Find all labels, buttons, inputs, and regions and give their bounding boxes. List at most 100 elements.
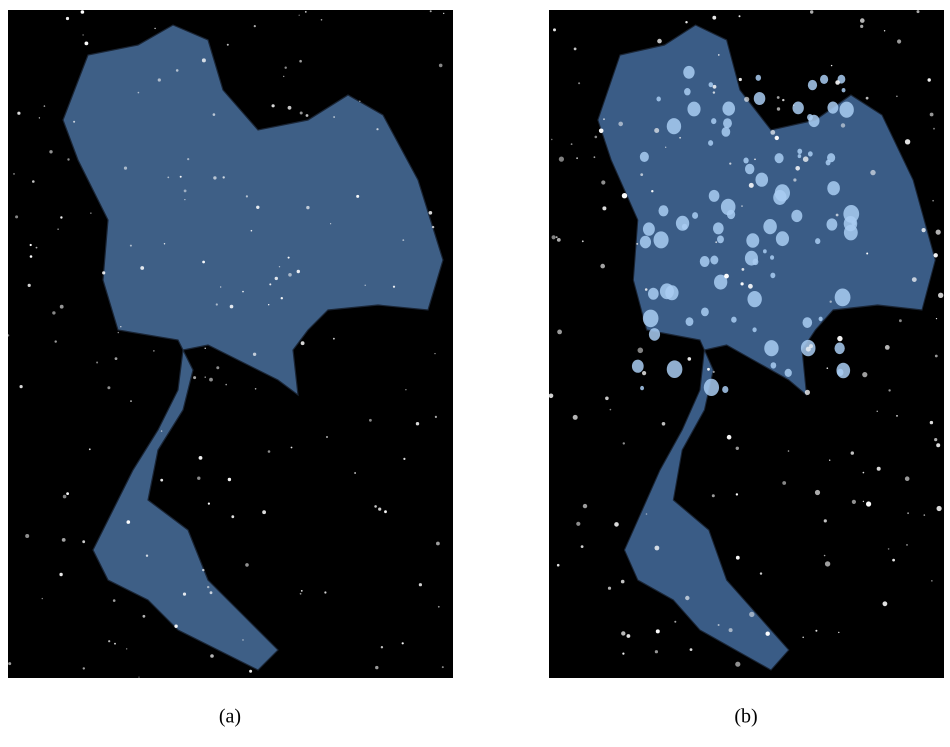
light-dot [333, 338, 335, 340]
light-dot [202, 58, 206, 62]
light-dot [81, 10, 85, 14]
light-dot [739, 78, 742, 81]
light-dot [932, 200, 934, 202]
light-dot [603, 118, 605, 120]
light-dot [114, 643, 116, 645]
light-dot [655, 650, 658, 653]
light-area [640, 152, 649, 162]
light-area [649, 328, 660, 341]
light-area [710, 256, 718, 265]
light-dot [905, 139, 910, 144]
light-dot [184, 199, 185, 200]
light-dot [199, 456, 203, 460]
light-area [632, 360, 644, 373]
light-dot [662, 422, 666, 426]
light-dot [430, 10, 432, 12]
light-dot [877, 467, 881, 471]
light-dot [416, 422, 419, 425]
light-dot [269, 283, 271, 285]
light-dot [138, 677, 139, 678]
light-dot [60, 305, 64, 309]
light-dot [655, 546, 660, 551]
light-area [827, 181, 840, 195]
light-dot [602, 206, 606, 210]
light-area [764, 340, 778, 356]
light-dot [931, 580, 932, 581]
light-dot [713, 91, 715, 93]
light-area [851, 221, 856, 226]
light-dot [242, 639, 243, 640]
light-dot [837, 336, 842, 341]
light-dot [553, 28, 556, 31]
light-dot [583, 504, 587, 508]
light-dot [841, 123, 845, 127]
light-area [763, 219, 776, 234]
light-dot [557, 238, 561, 242]
light-dot [138, 92, 140, 94]
light-area [839, 102, 853, 118]
light-dot [749, 183, 754, 188]
light-dot [305, 11, 307, 13]
light-dot [936, 318, 937, 319]
light-dot [576, 522, 580, 526]
light-dot [912, 277, 917, 282]
light-dot [52, 311, 55, 314]
light-area [815, 238, 820, 244]
light-area [756, 75, 762, 81]
light-dot [777, 96, 780, 99]
light-dot [184, 190, 187, 193]
light-dot [291, 447, 293, 449]
light-dot [866, 97, 869, 100]
light-dot [83, 667, 85, 669]
light-dot [552, 235, 556, 239]
light-dot [610, 409, 612, 411]
light-dot [207, 586, 209, 588]
light-dot [924, 514, 926, 516]
light-dot [82, 540, 85, 543]
light-dot [306, 206, 309, 209]
light-dot [930, 113, 934, 117]
light-dot [208, 503, 210, 505]
light-dot [933, 128, 935, 130]
light-dot [365, 285, 366, 286]
light-dot [183, 593, 186, 596]
light-area [704, 379, 719, 396]
light-dot [934, 253, 938, 257]
light-area [792, 102, 803, 115]
light-dot [245, 563, 249, 567]
light-area [808, 151, 813, 156]
light-dot [877, 411, 878, 412]
light-dot [718, 54, 720, 56]
map-panel-b [549, 10, 944, 678]
light-area [709, 82, 713, 87]
light-dot [39, 117, 40, 118]
light-dot [713, 85, 717, 89]
light-dot [825, 561, 830, 566]
light-dot [803, 156, 809, 162]
light-area [692, 212, 698, 219]
light-dot [777, 107, 780, 110]
light-dot [815, 490, 820, 495]
light-area [640, 386, 644, 390]
light-dot [829, 460, 830, 461]
light-dot [130, 400, 132, 402]
light-dot [202, 569, 204, 571]
light-dot [253, 353, 256, 356]
light-dot [636, 243, 638, 245]
light-dot [793, 105, 794, 106]
light-area [723, 118, 732, 128]
light-dot [860, 18, 865, 23]
light-dot [831, 65, 832, 66]
light-dot [712, 16, 716, 20]
light-area [776, 231, 789, 246]
light-dot [231, 515, 234, 518]
light-dot [376, 128, 378, 130]
light-dot [32, 180, 35, 183]
light-dot [272, 104, 275, 107]
light-dot [55, 340, 57, 342]
light-dot [210, 654, 214, 658]
light-dot [7, 334, 9, 336]
light-dot [66, 492, 69, 495]
light-area [820, 75, 828, 84]
light-dot [638, 348, 644, 354]
